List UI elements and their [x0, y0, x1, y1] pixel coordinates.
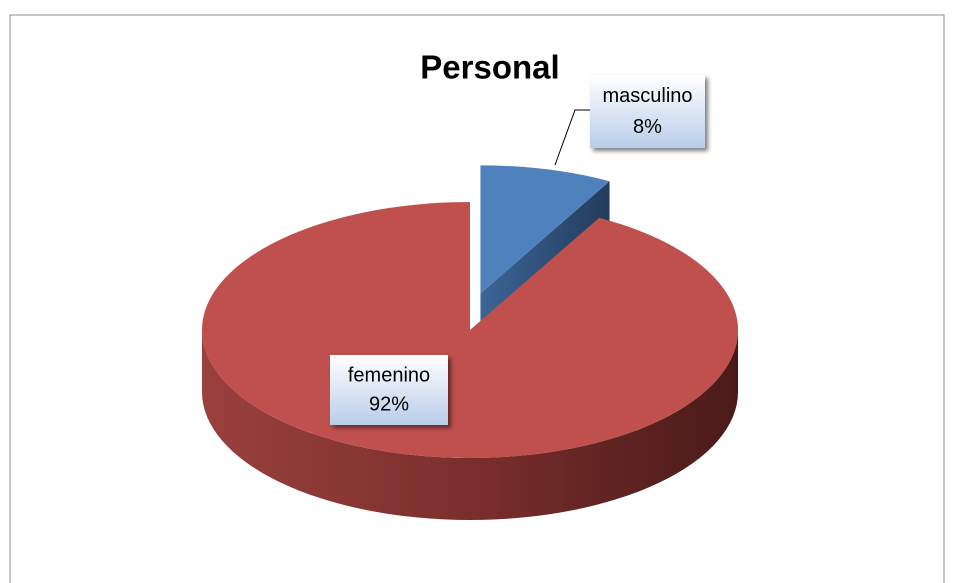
slice [201, 202, 738, 459]
data-label-name: femenino [348, 364, 430, 386]
data-label-value: 92% [369, 394, 409, 416]
slice-side [202, 330, 738, 520]
leader-line [554, 109, 590, 166]
frame [9, 14, 945, 583]
data-label-box [590, 75, 705, 148]
pie-tops [201, 165, 738, 459]
data-label-box [330, 355, 448, 425]
data-label-value: 8% [633, 116, 662, 138]
data-label-name: masculino [602, 85, 692, 107]
slice [480, 165, 610, 294]
chart-title: Personal [420, 49, 559, 86]
